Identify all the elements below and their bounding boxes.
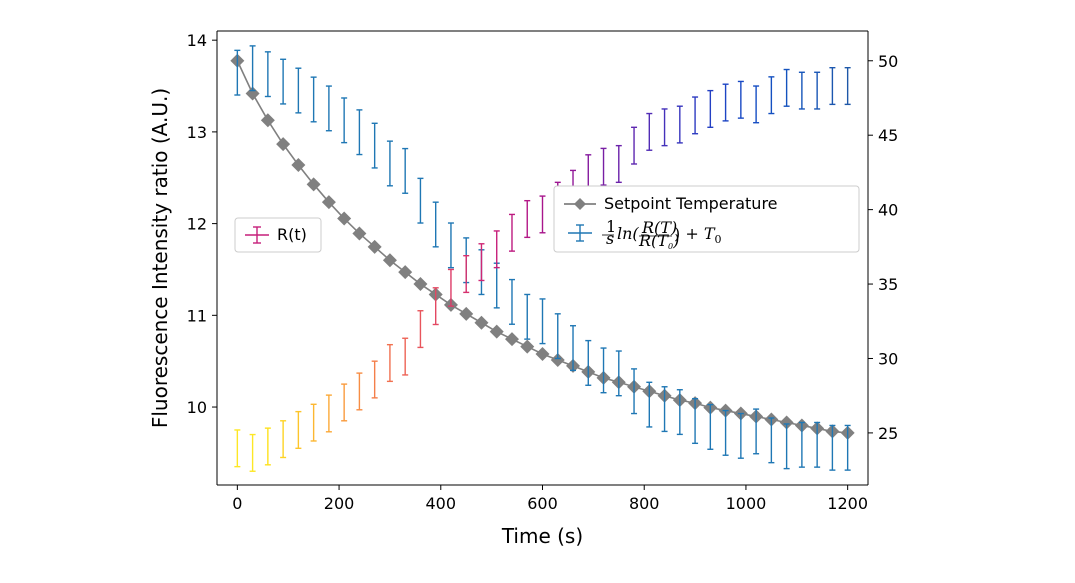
x-tick-label: 600 [527,494,558,513]
setpoint-marker [520,340,534,354]
setpoint-marker [291,158,305,172]
yright-tick-label: 35 [878,275,898,294]
setpoint-marker [490,325,504,339]
yright-tick-label: 50 [878,52,898,71]
legend-right: Setpoint Temperature1sln(R(T)R(T0)) + T0 [554,186,859,252]
yright-tick-label: 30 [878,349,898,368]
yleft-tick-label: 12 [187,215,207,234]
yleft-tick-label: 13 [187,123,207,142]
yleft-axis-label: Fluorescence Intensity ratio (A.U.) [148,88,172,428]
x-tick-label: 1200 [827,494,868,513]
yright-tick-label: 40 [878,201,898,220]
setpoint-marker [505,332,519,346]
legend-math-close: ) + T0 [674,224,722,246]
legend-right-label-1: Setpoint Temperature [604,194,778,213]
x-tick-label: 800 [629,494,660,513]
x-tick-label: 200 [324,494,355,513]
setpoint-marker [398,265,412,279]
setpoint-marker [536,347,550,361]
yleft-tick-label: 14 [187,31,207,50]
legend-left: R(t) [235,218,321,252]
chart-svg: 0 200 400 600 800 1000 1200 10 11 12 13 14 25 30 35 40 4… [0,0,1075,583]
chart-container: 0 200 400 600 800 1000 1200 10 11 12 13 14 25 30 35 40 4… [0,0,1075,583]
setpoint-marker [459,307,473,321]
yright-tick-label: 45 [878,126,898,145]
x-tick-label: 400 [426,494,457,513]
yleft-tick-label: 11 [187,306,207,325]
x-tick-label: 1000 [726,494,767,513]
yleft-tick-label: 10 [187,398,207,417]
setpoint-marker [474,316,488,330]
x-axis-label: Time (s) [501,524,583,548]
setpoint-marker [261,113,275,127]
legend-left-label: R(t) [277,225,307,244]
legend-math-ln: ln( [617,224,639,243]
x-tick-label: 0 [232,494,242,513]
yright-tick-label: 25 [878,424,898,443]
setpoint-marker [276,137,290,151]
setpoint-marker [413,277,427,291]
